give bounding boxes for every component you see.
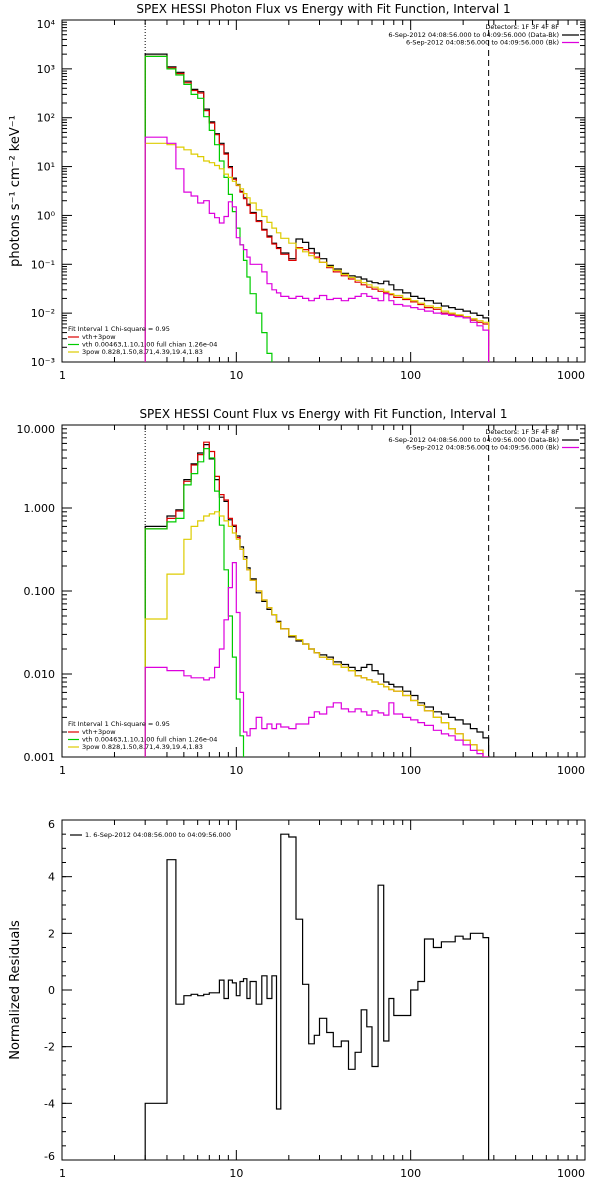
x-tick-label: 100 (400, 1167, 421, 1180)
legend-entry: 6-Sep-2012 04:08:56.000 to 04:09:56.000 … (388, 31, 559, 39)
chart-title: SPEX HESSI Photon Flux vs Energy with Fi… (136, 2, 510, 16)
legend-entry: 6-Sep-2012 04:08:56.000 to 04:09:56.000 … (406, 444, 559, 452)
chart-title: SPEX HESSI Count Flux vs Energy with Fit… (139, 407, 507, 421)
legend-entry: vth 0.00463,1.10,1.00 full chian 1.26e-0… (82, 341, 217, 349)
series-group (144, 833, 490, 1160)
y-tick-label: 10.000 (17, 423, 56, 436)
y-tick-label: 10⁻² (31, 307, 55, 320)
legend-entry: 1. 6-Sep-2012 04:08:56.000 to 04:09:56.0… (85, 831, 231, 839)
series-group (144, 441, 490, 757)
y-tick-label: -2 (44, 1041, 55, 1054)
y-tick-label: 10¹ (37, 161, 55, 174)
x-tick-label: 1 (59, 1167, 66, 1180)
legend-heading: Fit Interval 1 Chi-square = 0.95 (68, 325, 170, 333)
x-tick-label: 1000 (557, 369, 585, 382)
x-tick-label: 10 (229, 369, 243, 382)
x-tick-label: 10 (229, 764, 243, 777)
y-tick-label: 10⁻¹ (31, 258, 55, 271)
series-line-0 (144, 833, 490, 1160)
y-tick-label: 2 (48, 927, 55, 940)
legend-entry: vth+3pow (82, 728, 116, 736)
legend-entry: 6-Sep-2012 04:08:56.000 to 04:09:56.000 … (406, 39, 559, 47)
y-tick-label: 10⁰ (37, 209, 56, 222)
y-tick-label: 0.001 (24, 751, 56, 764)
series-line-2 (144, 448, 490, 757)
y-tick-label: -6 (44, 1150, 55, 1163)
series-line-1 (144, 441, 489, 757)
plot-frame (61, 19, 586, 363)
y-tick-label: 0.100 (24, 585, 56, 598)
series-line-4 (144, 562, 489, 757)
series-line-3 (144, 511, 489, 757)
x-tick-label: 1000 (557, 764, 585, 777)
y-axis-label: photons s⁻¹ cm⁻² keV⁻¹ (8, 115, 23, 267)
y-axis-label: Normalized Residuals (8, 920, 23, 1060)
x-tick-label: 10 (229, 1167, 243, 1180)
y-tick-label: 10³ (37, 63, 55, 76)
chart-panel-2: 1 10 100 1000 0.001 0.010 0.100 1.000 10.000 SPEX… (17, 407, 586, 777)
series-line-2 (144, 55, 490, 362)
series-line-0 (144, 53, 490, 362)
y-tick-label: 10⁻³ (31, 356, 55, 369)
chart-panel-3: 1 10 100 1000 -6 -4 -2 0 2 4 6 Normalized Residuals… (8, 818, 586, 1180)
y-tick-label: 10⁴ (37, 18, 56, 31)
y-tick-label: 6 (48, 818, 55, 831)
y-tick-label: 10² (37, 112, 55, 125)
series-line-4 (144, 136, 490, 362)
legend-entry: vth 0.00463,1.10,1.00 full chian 1.26e-0… (82, 736, 217, 744)
series-line-3 (144, 142, 490, 362)
plot-frame (61, 424, 586, 758)
legend-entry: 6-Sep-2012 04:08:56.000 to 04:09:56.000 … (388, 436, 559, 444)
legend-heading: Fit Interval 1 Chi-square = 0.95 (68, 720, 170, 728)
plot-frame (61, 819, 586, 1161)
y-tick-label: 0.010 (24, 668, 56, 681)
x-tick-label: 1 (59, 764, 66, 777)
legend-entry: 3pow 0.828,1.50,8.71,4.39,19.4,1.83 (82, 348, 203, 356)
y-tick-label: 0 (48, 984, 55, 997)
series-group (144, 53, 490, 362)
x-tick-label: 1 (59, 369, 66, 382)
y-tick-label: 1.000 (24, 502, 56, 515)
x-tick-label: 100 (400, 369, 421, 382)
legend-heading: Detectors: 1F 3F 4F 8F (485, 428, 559, 436)
series-line-1 (144, 55, 490, 362)
series-line-0 (144, 444, 490, 757)
y-tick-label: -4 (44, 1097, 55, 1110)
x-tick-label: 1000 (557, 1167, 585, 1180)
legend-entry: 3pow 0.828,1.50,8.71,4.39,19.4,1.83 (82, 743, 203, 751)
legend-entry: vth+3pow (82, 333, 116, 341)
y-tick-label: 4 (48, 871, 55, 884)
legend-heading: Detectors: 1F 3F 4F 8F (485, 23, 559, 31)
chart-panel-1: 1 10 100 1000 10⁻³ 10⁻² 10⁻¹ 10⁰ 10¹ 10² 10³ 10⁴ SPE… (8, 2, 586, 382)
x-tick-label: 100 (400, 764, 421, 777)
